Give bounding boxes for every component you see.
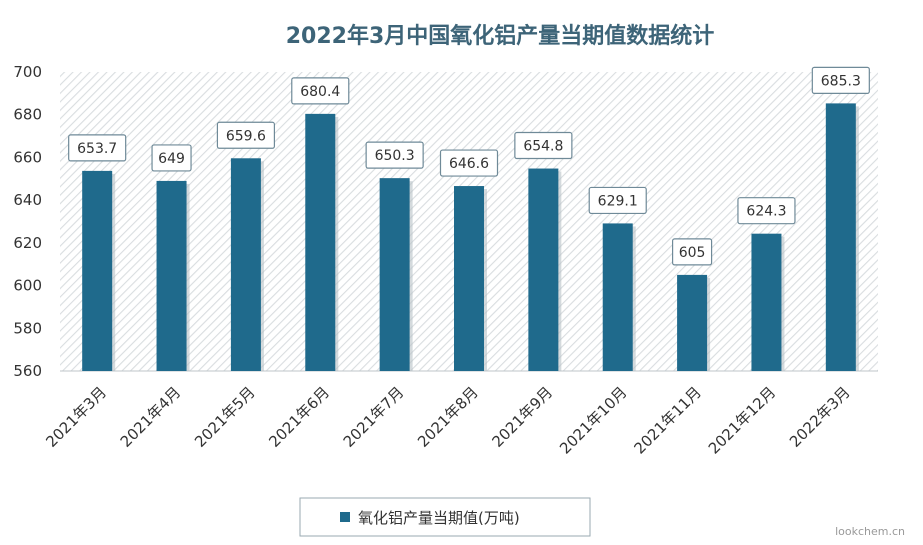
legend-box <box>299 497 591 537</box>
data-label-box <box>365 141 424 169</box>
x-tick-label: 2021年11月 <box>630 383 704 457</box>
data-label-box <box>439 149 499 177</box>
data-label-box <box>588 186 647 215</box>
data-label-box <box>671 238 713 266</box>
bar <box>528 168 559 371</box>
x-tick-label: 2021年5月 <box>191 383 259 451</box>
data-label-box <box>737 197 796 225</box>
data-label: 629.1 <box>598 193 638 209</box>
chart-title: 2022年3月中国氧化铝产量当期值数据统计 <box>286 23 715 49</box>
x-tick-label: 2021年8月 <box>414 383 482 451</box>
data-label: 650.3 <box>375 148 415 164</box>
x-tick-label: 2022年3月 <box>786 383 854 451</box>
y-tick-label: 680 <box>13 106 42 124</box>
data-label: 654.8 <box>523 139 563 155</box>
watermark: lookchem.cn <box>835 525 905 538</box>
bar <box>825 103 856 372</box>
x-tick-label: 2021年12月 <box>705 383 779 457</box>
bar <box>379 178 410 371</box>
data-label: 659.6 <box>226 128 266 144</box>
data-label-box <box>811 66 870 94</box>
data-label-box <box>151 144 192 172</box>
bar <box>82 170 113 371</box>
data-label: 680.4 <box>300 84 340 100</box>
x-tick-label: 2021年3月 <box>42 383 110 451</box>
bar <box>156 180 187 371</box>
data-label: 685.3 <box>821 73 861 89</box>
data-label-box <box>216 121 276 149</box>
bar <box>454 186 484 371</box>
legend-swatch <box>340 512 350 522</box>
y-tick-label: 640 <box>13 191 42 209</box>
x-axis: 2021年3月 2021年4月 2021年5月 2021年6月 2021年7月 2021年… <box>42 383 853 457</box>
y-tick-label: 700 <box>13 63 42 81</box>
x-tick-label: 2021年9月 <box>489 383 557 451</box>
y-tick-label: 660 <box>13 148 42 166</box>
y-tick-label: 620 <box>13 234 42 252</box>
y-axis: 560 580 600 620 640 660 680 700 <box>13 63 878 380</box>
data-label-box <box>68 134 127 162</box>
y-tick-label: 600 <box>13 277 42 295</box>
bar-series: 653.7 649 659.6 680.4 650.3 646.6 654.8 629.1 60… <box>68 66 870 372</box>
bar <box>602 223 633 371</box>
data-label: 605 <box>679 245 706 261</box>
data-label-box <box>291 77 350 105</box>
x-tick-label: 2021年7月 <box>340 383 408 451</box>
y-tick-label: 580 <box>13 319 42 337</box>
bar <box>230 158 261 371</box>
bar <box>305 113 336 372</box>
data-label: 624.3 <box>746 204 786 220</box>
legend-label: 氧化铝产量当期值(万吨) <box>358 509 520 527</box>
x-tick-label: 2021年6月 <box>265 383 333 451</box>
legend: 氧化铝产量当期值(万吨) <box>299 497 591 537</box>
x-tick-label: 2021年4月 <box>117 383 185 451</box>
bar <box>677 274 708 371</box>
data-label: 653.7 <box>77 141 117 157</box>
bar <box>751 233 782 371</box>
data-label-box <box>514 131 573 160</box>
y-tick-label: 560 <box>13 362 42 380</box>
data-label: 646.6 <box>449 156 489 172</box>
x-tick-label: 2021年10月 <box>556 383 630 457</box>
data-label: 649 <box>158 151 185 167</box>
